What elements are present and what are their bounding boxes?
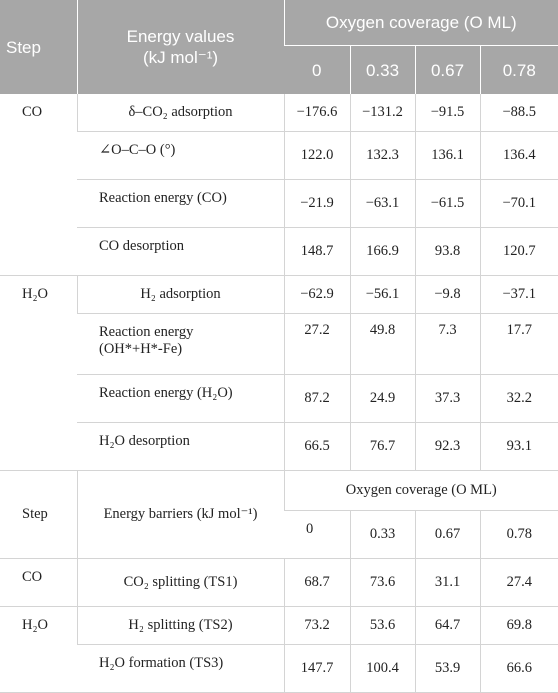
header-coverage-0: 0 xyxy=(284,45,350,94)
cell-value: 66.5 xyxy=(283,422,350,471)
header-energy-values-line1: Energy values xyxy=(126,27,235,46)
header-energy-values-line2: (kJ mol⁻¹) xyxy=(142,48,219,67)
barriers-header-oxygen-coverage: Oxygen coverage (O ML) xyxy=(283,470,558,511)
row-label: H₂ splitting (TS2) xyxy=(76,606,284,645)
header-oxygen-coverage: Oxygen coverage (O ML) xyxy=(283,0,558,46)
row-label: H₂O formation (TS3) xyxy=(77,644,284,693)
table-row: CO desorption 148.7 166.9 93.8 120.7 xyxy=(0,227,558,276)
barriers-coverage-3: 0.78 xyxy=(479,510,558,559)
cell-value: −176.6 xyxy=(283,94,350,132)
cell-value: 32.2 xyxy=(479,374,558,423)
cell-value: −88.5 xyxy=(479,94,558,132)
cell-value: 17.7 xyxy=(479,313,558,375)
row-label: CO₂ splitting (TS1) xyxy=(76,558,284,607)
cell-value: 136.1 xyxy=(414,131,480,180)
table-row: Reaction energy (OH*+H*-Fe) 27.2 49.8 7.… xyxy=(0,313,558,375)
cell-value: 132.3 xyxy=(349,131,415,180)
cell-value: −37.1 xyxy=(479,275,558,314)
cell-value: 24.9 xyxy=(349,374,415,423)
cell-value: 49.8 xyxy=(349,313,415,375)
table-row: H₂O H₂ adsorption −62.9 −56.1 −9.8 −37.1 xyxy=(0,275,558,471)
row-label: CO desorption xyxy=(77,227,284,276)
header-coverage-2: 0.67 xyxy=(414,45,480,94)
cell-value: 76.7 xyxy=(349,422,415,471)
cell-value: −9.8 xyxy=(414,275,480,314)
row-label-line2: (OH*+H*-Fe) xyxy=(99,341,183,357)
barrier-step-co: CO xyxy=(0,558,77,607)
table-row: CO CO₂ splitting (TS1) 68.7 73.6 31.1 27… xyxy=(0,558,558,607)
cell-value: 66.6 xyxy=(479,644,558,693)
table-row: Reaction energy (CO) −21.9 −63.1 −61.5 −… xyxy=(0,179,558,228)
cell-value: 122.0 xyxy=(283,131,350,180)
cell-value: −62.9 xyxy=(283,275,350,314)
row-label: Reaction energy (CO) xyxy=(77,179,284,228)
row-label: δ–CO₂ adsorption xyxy=(76,94,284,132)
cell-value: −56.1 xyxy=(349,275,415,314)
cell-value: 148.7 xyxy=(283,227,350,276)
cell-value: 166.9 xyxy=(349,227,415,276)
cell-value: 64.7 xyxy=(414,606,480,645)
barriers-coverage-2: 0.67 xyxy=(414,510,480,559)
table-row: H₂O desorption 66.5 76.7 92.3 93.1 xyxy=(0,422,558,471)
row-label-line1: Reaction energy xyxy=(99,324,194,340)
cell-value: 87.2 xyxy=(283,374,350,423)
row-label: ∠O–C–O (°) xyxy=(77,131,284,180)
barriers-header-energy: Energy barriers (kJ mol⁻¹) xyxy=(76,470,284,559)
cell-value: 37.3 xyxy=(414,374,480,423)
cell-value: −63.1 xyxy=(349,179,415,228)
cell-value: 93.8 xyxy=(414,227,480,276)
barriers-header-row: Step Energy barriers (kJ mol⁻¹) Oxygen c… xyxy=(0,470,558,559)
cell-value: 147.7 xyxy=(283,644,350,693)
step-label-co: CO xyxy=(0,94,77,276)
row-label: Reaction energy (OH*+H*-Fe) xyxy=(77,313,284,375)
step-label-h2o: H₂O xyxy=(0,275,77,471)
table-row: Reaction energy (H₂O) 87.2 24.9 37.3 32.… xyxy=(0,374,558,423)
cell-value: 73.6 xyxy=(349,558,415,607)
cell-value: −61.5 xyxy=(414,179,480,228)
row-label: Reaction energy (H₂O) xyxy=(77,374,284,423)
header-coverage-3: 0.78 xyxy=(479,45,558,94)
cell-value: −91.5 xyxy=(414,94,480,132)
cell-value: 27.4 xyxy=(479,558,558,607)
table-row: ∠O–C–O (°) 122.0 132.3 136.1 136.4 xyxy=(0,131,558,180)
header-step: Step xyxy=(0,0,77,94)
barriers-coverage-row: 0 0.33 0.67 0.78 xyxy=(0,510,558,559)
cell-value: 73.2 xyxy=(283,606,350,645)
cell-value: −70.1 xyxy=(479,179,558,228)
cell-value: 27.2 xyxy=(283,313,350,375)
barriers-coverage-0: 0 xyxy=(284,510,350,559)
cell-value: 53.9 xyxy=(414,644,480,693)
header-coverage-1: 0.33 xyxy=(349,45,415,94)
cell-value: 93.1 xyxy=(479,422,558,471)
cell-value: 31.1 xyxy=(414,558,480,607)
cell-value: −21.9 xyxy=(283,179,350,228)
table-row: H₂O H₂ splitting (TS2) 73.2 53.6 64.7 69… xyxy=(0,606,558,693)
cell-value: 69.8 xyxy=(479,606,558,645)
cell-value: −131.2 xyxy=(349,94,415,132)
cell-value: 136.4 xyxy=(479,131,558,180)
barriers-header-step: Step xyxy=(0,470,77,559)
table-row: CO δ–CO₂ adsorption −176.6 −131.2 −91.5 … xyxy=(0,94,558,276)
cell-value: 92.3 xyxy=(414,422,480,471)
barrier-step-h2o: H₂O xyxy=(0,606,77,693)
cell-value: 120.7 xyxy=(479,227,558,276)
barriers-coverage-1: 0.33 xyxy=(349,510,415,559)
header-energy-values: Energy values (kJ mol⁻¹) xyxy=(76,0,284,94)
row-label: H₂O desorption xyxy=(77,422,284,471)
row-label: H₂ adsorption xyxy=(76,275,284,314)
cell-value: 7.3 xyxy=(414,313,480,375)
cell-value: 53.6 xyxy=(349,606,415,645)
table-row: H₂O formation (TS3) 147.7 100.4 53.9 66.… xyxy=(0,644,558,693)
cell-value: 100.4 xyxy=(349,644,415,693)
cell-value: 68.7 xyxy=(283,558,350,607)
